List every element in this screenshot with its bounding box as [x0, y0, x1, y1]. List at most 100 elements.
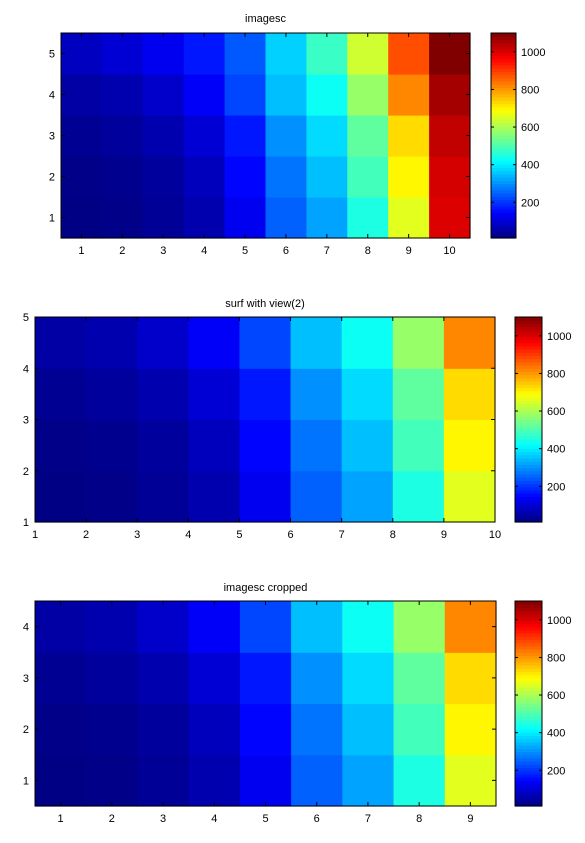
colorbar-segment: [491, 138, 516, 143]
colorbar-segment: [515, 713, 542, 717]
colorbar-segment: [515, 783, 542, 788]
colorbar-segment: [515, 700, 542, 705]
colorbar-segment: [515, 674, 542, 679]
y-tick-label: 2: [49, 172, 55, 184]
colorbar-segment: [491, 196, 516, 201]
colorbar-segment: [515, 613, 542, 618]
colorbar-segment: [515, 642, 542, 647]
heatmap-cell: [444, 703, 497, 756]
colorbar-tick-label: 800: [521, 84, 539, 96]
colorbar-segment: [515, 339, 542, 344]
heatmap-cell: [142, 197, 185, 239]
colorbar-segment: [515, 377, 542, 382]
heatmap-cells: [61, 33, 471, 239]
heatmap-cell: [239, 470, 292, 523]
colorbar-segment: [515, 636, 542, 641]
colorbar-segment: [491, 129, 516, 133]
colorbar-segment: [515, 703, 542, 708]
heatmap-cell: [341, 470, 394, 523]
heatmap-cell: [137, 703, 190, 756]
colorbar-segment: [515, 684, 542, 689]
colorbar-segment: [491, 65, 516, 69]
colorbar-segment: [515, 365, 542, 369]
colorbar-segment: [515, 693, 542, 698]
x-axis: 1 2 3 4 5 6 7 8 9 10: [78, 33, 456, 257]
colorbar-segment: [515, 438, 542, 443]
colorbar-segment: [515, 361, 542, 366]
x-tick-label: 5: [262, 813, 268, 825]
y-tick-label: 4: [23, 622, 29, 634]
colorbar-segment: [491, 74, 516, 79]
heatmap-cell: [393, 703, 446, 756]
colorbar-segment: [491, 87, 516, 92]
colorbar-segment: [491, 167, 516, 172]
colorbar-segment: [491, 113, 516, 117]
colorbar-segment: [491, 132, 516, 137]
colorbar-segment: [491, 202, 516, 207]
colorbar-segment: [491, 84, 516, 89]
colorbar-segment: [515, 467, 542, 472]
colorbar-segment: [491, 52, 516, 57]
colorbar-segment: [515, 413, 542, 417]
heatmap-cell: [291, 601, 343, 653]
colorbar-segment: [515, 665, 542, 669]
colorbar-segment: [515, 789, 542, 794]
colorbar-segment: [515, 342, 542, 347]
colorbar-segment: [515, 409, 542, 414]
heatmap-cell: [443, 470, 496, 523]
colorbar-segment: [491, 177, 516, 181]
heatmap-cell: [35, 754, 87, 807]
heatmap-cell: [224, 197, 267, 239]
chart-title: surf with view(2): [225, 298, 304, 310]
colorbar-segment: [515, 333, 542, 337]
heatmap-cell: [239, 703, 292, 756]
colorbar-segment: [515, 371, 542, 376]
x-tick-label: 9: [467, 813, 473, 825]
colorbar-segment: [515, 626, 542, 631]
y-tick-label: 4: [49, 90, 55, 102]
heatmap-cell: [347, 74, 389, 116]
colorbar-segment: [515, 336, 542, 341]
colorbar-segment: [515, 735, 542, 740]
heatmap-cell: [35, 470, 87, 523]
colorbar-segment: [491, 100, 516, 105]
colorbar-segment: [515, 751, 542, 756]
heatmap-cell: [290, 470, 343, 523]
colorbar-segment: [491, 199, 516, 204]
x-tick-label: 8: [416, 813, 422, 825]
colorbar-segment: [515, 435, 542, 440]
heatmap-cell: [183, 33, 226, 75]
colorbar-segment: [515, 777, 542, 781]
colorbar: 200 400 600 800 1000: [514, 316, 571, 523]
colorbar-segment: [491, 77, 516, 82]
colorbar-segment: [515, 416, 542, 421]
colorbar-segment: [491, 225, 516, 229]
colorbar-segment: [491, 164, 516, 169]
heatmap-cell: [35, 652, 87, 705]
colorbar-segment: [515, 655, 542, 660]
heatmap-cell: [188, 754, 241, 807]
y-tick-label: 5: [23, 312, 29, 324]
heatmap-cell: [342, 601, 395, 653]
colorbar-segment: [491, 45, 516, 50]
colorbar-segment: [515, 645, 542, 650]
colorbar-segment: [491, 58, 516, 63]
colorbar-segment: [491, 234, 516, 239]
heatmap-cell: [388, 197, 430, 239]
heatmap-cell: [429, 197, 471, 239]
colorbar-segment: [491, 42, 516, 47]
x-tick-label: 7: [365, 813, 371, 825]
colorbar-segment: [491, 109, 516, 114]
heatmap-cell: [291, 754, 343, 807]
heatmap-cell: [392, 317, 445, 369]
colorbar-segment: [515, 317, 542, 321]
colorbar-segment: [491, 180, 516, 185]
colorbar-tick-label: 200: [547, 765, 565, 777]
heatmap-cell: [306, 197, 348, 239]
colorbar-segment: [515, 754, 542, 759]
x-tick-label: 3: [160, 245, 166, 257]
colorbar-segment: [515, 780, 542, 785]
heatmap-cell: [86, 368, 138, 421]
colorbar-segment: [491, 228, 516, 233]
